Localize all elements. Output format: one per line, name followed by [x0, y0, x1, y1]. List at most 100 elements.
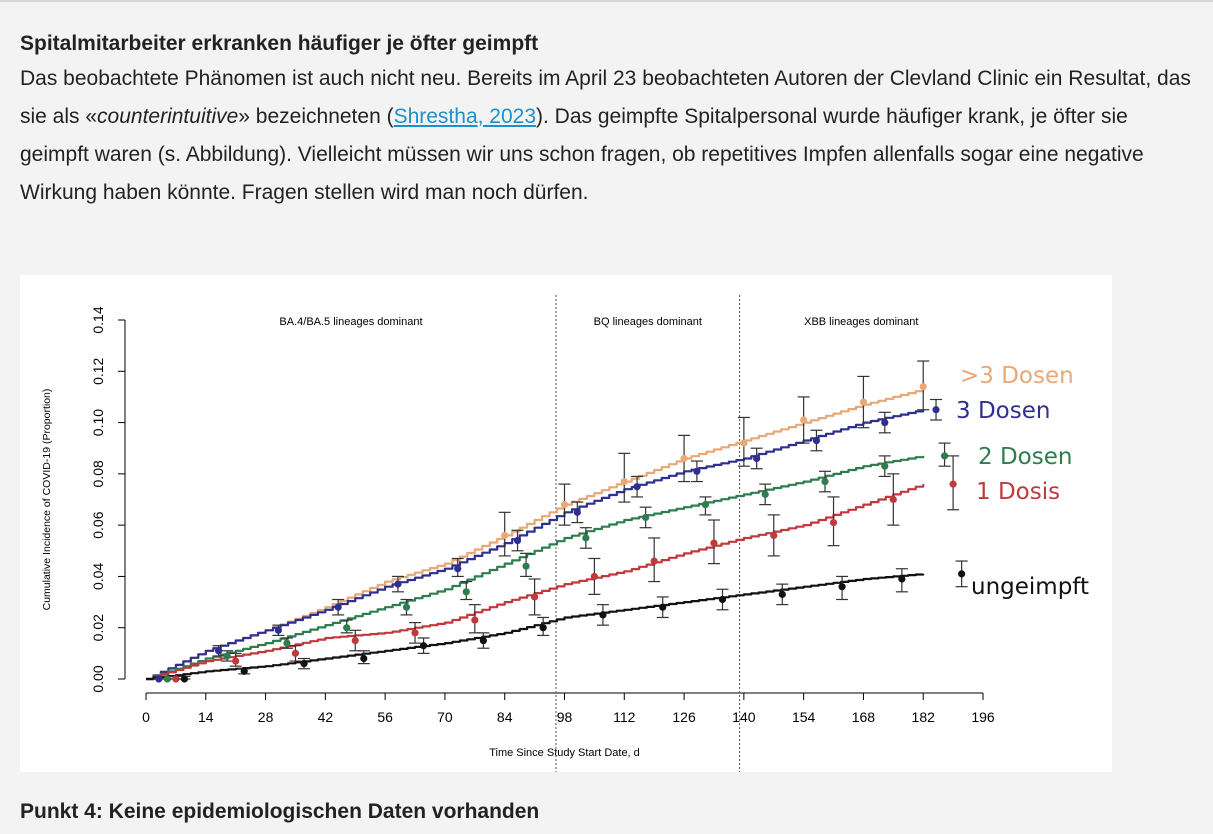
data-point [889, 495, 897, 504]
data-point [633, 483, 641, 491]
y-axis-title: Cumulative Incidence of COVID-19 (Propor… [41, 389, 53, 611]
article-paragraph: Das beobachtete Phänomen ist auch nicht … [20, 60, 1200, 212]
paragraph-text-1: Das beobachtete Phänomen ist auch nicht … [20, 67, 1191, 128]
data-point [501, 531, 509, 539]
section-heading: Spitalmitarbeiter erkranken häufiger je … [20, 32, 539, 55]
x-tick-label: 0 [142, 709, 150, 725]
data-point [599, 611, 607, 619]
data-point [411, 629, 419, 637]
x-tick-label: 140 [732, 709, 756, 725]
data-point [223, 652, 231, 660]
y-tick-label: 0.10 [90, 409, 106, 436]
data-point [155, 675, 163, 683]
paragraph-text-2: » bezeichneten ( [238, 105, 394, 128]
data-point [163, 675, 171, 683]
y-tick-label: 0.04 [90, 563, 106, 590]
y-tick-label: 0.06 [90, 511, 106, 538]
data-point [214, 647, 223, 655]
phase-label: BQ lineages dominant [594, 316, 702, 328]
data-point [898, 575, 906, 583]
paragraph-text-3: ). Das geimpfte Spitalpersonal wurde häu… [20, 105, 1144, 204]
data-point [274, 626, 282, 634]
data-point [513, 536, 522, 545]
next-section-heading: Punkt 4: Keine epidemiologischen Daten v… [20, 800, 540, 823]
data-point [531, 593, 539, 601]
x-tick-label: 14 [198, 709, 214, 725]
x-tick-label: 182 [912, 709, 936, 725]
data-point [753, 454, 761, 463]
x-tick-label: 84 [497, 709, 513, 725]
data-point [462, 588, 470, 596]
data-point [573, 508, 581, 516]
data-point [919, 383, 927, 391]
top-divider [0, 0, 1213, 2]
data-point [838, 583, 846, 591]
data-point [334, 603, 342, 611]
phase-label: BA.4/BA.5 lineages dominant [279, 316, 422, 328]
series-label: ungeimpft [971, 574, 1089, 600]
data-point [539, 624, 547, 632]
x-axis-title: Time Since Study Start Date, d [489, 747, 640, 759]
series-line [146, 455, 925, 681]
x-tick-label: 70 [437, 709, 453, 725]
data-point [812, 436, 821, 445]
x-tick-label: 154 [792, 709, 816, 725]
data-point [859, 398, 868, 406]
data-point [351, 636, 359, 645]
chart-figure: 0 14 28 42 56 70 84 98 112 126 140 154 168 182 196 Time… [20, 275, 1112, 772]
data-point [419, 642, 428, 650]
y-tick-label: 0.12 [90, 357, 106, 384]
chart-legend: >3 Dosen 3 Dosen 2 Dosen 1 Dosis ungeimpft [956, 363, 1089, 600]
y-tick-label: 0.00 [90, 665, 106, 692]
chart-series [146, 389, 925, 681]
y-tick-label: 0.02 [90, 614, 106, 641]
data-point [283, 639, 291, 647]
data-point [932, 406, 940, 414]
series-line [146, 389, 925, 681]
incidence-chart: 0 14 28 42 56 70 84 98 112 126 140 154 168 182 196 Time… [41, 295, 1089, 772]
data-point [232, 657, 240, 665]
data-point [471, 616, 479, 624]
data-point [958, 570, 966, 578]
y-tick-label: 0.14 [90, 306, 106, 333]
data-point [710, 539, 718, 547]
data-point [821, 477, 829, 486]
series-label: >3 Dosen [960, 363, 1074, 389]
data-point [881, 462, 889, 470]
data-point [620, 477, 628, 486]
data-point [343, 624, 351, 632]
data-point [454, 565, 462, 573]
data-point [522, 562, 530, 570]
data-point [761, 490, 769, 498]
data-point [701, 501, 710, 509]
data-point [180, 675, 189, 683]
citation-link[interactable]: Shrestha, 2023 [393, 105, 537, 128]
data-point [172, 675, 180, 683]
series-line [146, 409, 925, 681]
data-point [940, 452, 949, 460]
x-tick-label: 98 [557, 709, 573, 725]
data-point [479, 636, 487, 645]
data-point [881, 418, 889, 427]
article-body: Spitalmitarbeiter erkranken häufiger je … [20, 28, 1200, 212]
series-label: 3 Dosen [956, 398, 1050, 424]
x-tick-label: 28 [258, 709, 274, 725]
x-tick-label: 168 [852, 709, 876, 725]
data-point [560, 501, 569, 509]
data-point [680, 454, 688, 463]
data-point [402, 603, 411, 611]
chart-phases: BA.4/BA.5 lineages dominant BQ lineages d… [279, 295, 918, 772]
data-point [582, 534, 590, 542]
data-point [291, 649, 300, 657]
data-point [693, 467, 701, 475]
data-point [949, 480, 957, 488]
data-point [394, 580, 402, 588]
data-point [642, 513, 650, 522]
x-tick-label: 56 [377, 709, 393, 725]
x-tick-label: 42 [318, 709, 334, 725]
data-point [778, 590, 786, 598]
data-point [650, 557, 658, 565]
data-point [300, 660, 308, 668]
series-label: 1 Dosis [976, 479, 1060, 505]
data-point [718, 595, 727, 604]
